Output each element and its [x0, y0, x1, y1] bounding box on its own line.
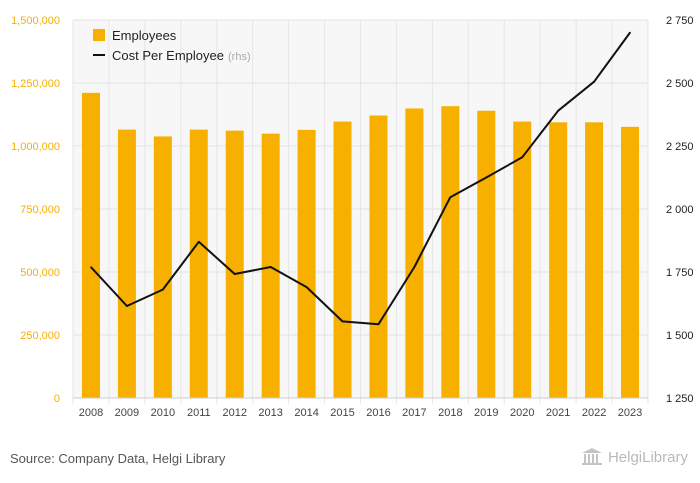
bar-2018	[441, 106, 460, 399]
bar-2015	[333, 121, 352, 398]
cost-point-2020	[521, 156, 524, 159]
cost-point-2017	[413, 266, 416, 268]
x-tick-label-2022: 2022	[582, 407, 606, 419]
right-tick-label-5: 2 500	[666, 78, 694, 90]
bar-2021	[549, 122, 568, 398]
legend-rhs-suffix: (rhs)	[228, 51, 251, 63]
x-tick-label-2013: 2013	[258, 407, 282, 419]
left-tick-label-6: 1,500,000	[11, 15, 60, 27]
cost-point-2011	[197, 240, 200, 243]
right-tick-label-4: 2 250	[666, 141, 694, 153]
cost-point-2010	[162, 288, 164, 291]
left-tick-label-2: 500,000	[20, 267, 60, 279]
left-tick-label-5: 1,250,000	[11, 78, 60, 90]
legend: Employees Cost Per Employee (rhs)	[93, 28, 251, 63]
cost-point-2009	[126, 305, 128, 307]
cost-point-2013	[269, 266, 272, 268]
cost-point-2014	[305, 286, 308, 288]
cost-point-2023	[629, 31, 631, 34]
x-tick-label-2018: 2018	[438, 407, 462, 419]
legend-label-cost-per-employee-name: Cost Per Employee	[112, 48, 224, 63]
cost-line-series	[90, 31, 631, 326]
cost-per-employee-line	[90, 32, 631, 326]
right-tick-label-6: 2 750	[666, 15, 694, 27]
bar-2011	[189, 129, 208, 398]
bar-2019	[477, 110, 496, 398]
left-axis: 0 250,000 500,000 750,000 1,000,000 1,250,000…	[11, 15, 60, 405]
x-axis: 2008 2009 2010 2011 2012 2013 2014 2015 2016 2017…	[73, 397, 648, 419]
x-tick-label-2015: 2015	[330, 407, 354, 419]
cost-point-2021	[557, 109, 559, 112]
cost-point-2018	[449, 196, 452, 198]
x-tick-label-2019: 2019	[474, 407, 498, 419]
right-tick-label-0: 1 250	[666, 393, 694, 405]
bar-2009	[117, 129, 136, 398]
x-tick-label-2008: 2008	[79, 407, 103, 419]
legend-label-cost-per-employee: Cost Per Employee (rhs)	[112, 48, 251, 63]
bar-2017	[405, 108, 424, 399]
right-tick-label-3: 2 000	[666, 204, 694, 216]
cost-point-2019	[485, 176, 488, 179]
left-tick-label-0: 0	[54, 393, 60, 405]
legend-label-employees: Employees	[112, 28, 177, 43]
bar-2008	[81, 92, 100, 398]
x-tick-label-2009: 2009	[115, 407, 139, 419]
bar-2022	[585, 122, 604, 398]
x-tick-label-2021: 2021	[546, 407, 570, 419]
x-tick-label-2010: 2010	[151, 407, 175, 419]
bar-2016	[369, 115, 388, 399]
left-tick-label-1: 250,000	[20, 330, 60, 342]
bar-2023	[621, 126, 640, 399]
left-tick-label-4: 1,000,000	[11, 141, 60, 153]
employee-bars	[81, 92, 640, 399]
cost-point-2015	[341, 320, 344, 323]
bar-2013	[261, 133, 280, 399]
source-note: Source: Company Data, Helgi Library	[10, 451, 226, 466]
x-tick-label-2011: 2011	[187, 407, 211, 419]
logo-text: HelgiLibrary	[607, 448, 688, 466]
bar-2020	[513, 121, 532, 398]
x-tick-label-2014: 2014	[294, 407, 318, 419]
library-building-icon	[581, 448, 602, 465]
cost-point-2022	[593, 80, 595, 83]
x-tick-label-2016: 2016	[366, 407, 390, 419]
helgi-library-logo[interactable]: HelgiLibrary	[581, 448, 688, 466]
bar-2010	[153, 136, 172, 398]
right-axis: 1 250 1 500 1 750 2 000 2 250 2 500 2 750	[666, 15, 694, 405]
cost-point-2012	[233, 273, 236, 275]
right-tick-label-1: 1 500	[666, 330, 694, 342]
left-tick-label-3: 750,000	[20, 204, 60, 216]
x-tick-label-2017: 2017	[402, 407, 426, 419]
cost-point-2016	[377, 323, 380, 325]
right-tick-label-2: 1 750	[666, 267, 694, 279]
x-tick-label-2023: 2023	[618, 407, 642, 419]
x-tick-label-2020: 2020	[510, 407, 534, 419]
x-tick-label-2012: 2012	[222, 407, 246, 419]
cost-point-2008	[90, 266, 92, 269]
chart-svg: 0 250,000 500,000 750,000 1,000,000 1,250,000…	[11, 15, 694, 419]
bar-2014	[297, 129, 316, 398]
legend-swatch-employees	[93, 29, 105, 41]
bar-2012	[225, 130, 244, 399]
